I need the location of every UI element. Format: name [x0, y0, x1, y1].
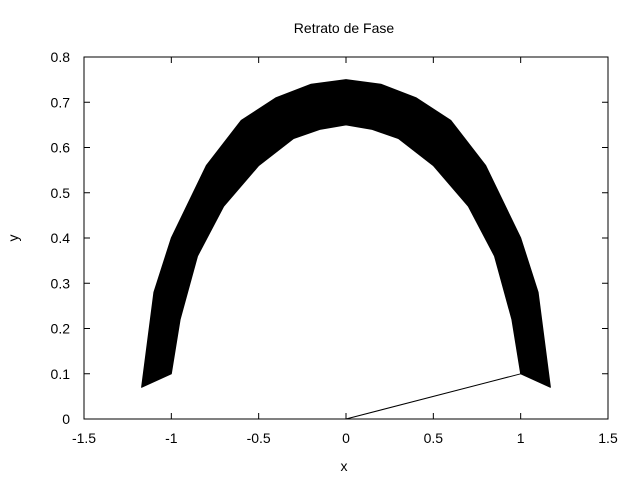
x-tick-label: -1	[165, 430, 178, 446]
y-tick-label: 0.8	[51, 49, 71, 65]
y-tick-label: 0.3	[51, 275, 71, 291]
x-tick-label: -1.5	[72, 430, 96, 446]
x-tick-label: 1	[517, 430, 525, 446]
x-tick-label: 1.5	[598, 430, 618, 446]
x-tick-label: -0.5	[247, 430, 271, 446]
trajectory-band	[141, 79, 551, 388]
y-tick-label: 0.5	[51, 185, 71, 201]
y-tick-label: 0.2	[51, 321, 71, 337]
chart-title: Retrato de Fase	[294, 20, 395, 36]
x-axis-label: x	[341, 458, 348, 474]
y-tick-label: 0.1	[51, 366, 71, 382]
x-tick-label: 0	[342, 430, 350, 446]
y-tick-label: 0.7	[51, 94, 71, 110]
y-axis-label: y	[5, 235, 21, 242]
x-tick-label: 0.5	[424, 430, 444, 446]
trajectory-initial-segment	[345, 373, 521, 420]
y-axis-ticks: 0 0.1 0.2 0.3 0.4 0.5 0.6 0.7 0.8	[51, 49, 608, 427]
y-tick-label: 0.6	[51, 140, 71, 156]
plot-area	[83, 56, 609, 420]
y-tick-label: 0	[62, 411, 70, 427]
y-tick-label: 0.4	[51, 230, 71, 246]
x-axis-ticks: -1.5 -1 -0.5 0 0.5 1 1.5	[72, 57, 618, 446]
